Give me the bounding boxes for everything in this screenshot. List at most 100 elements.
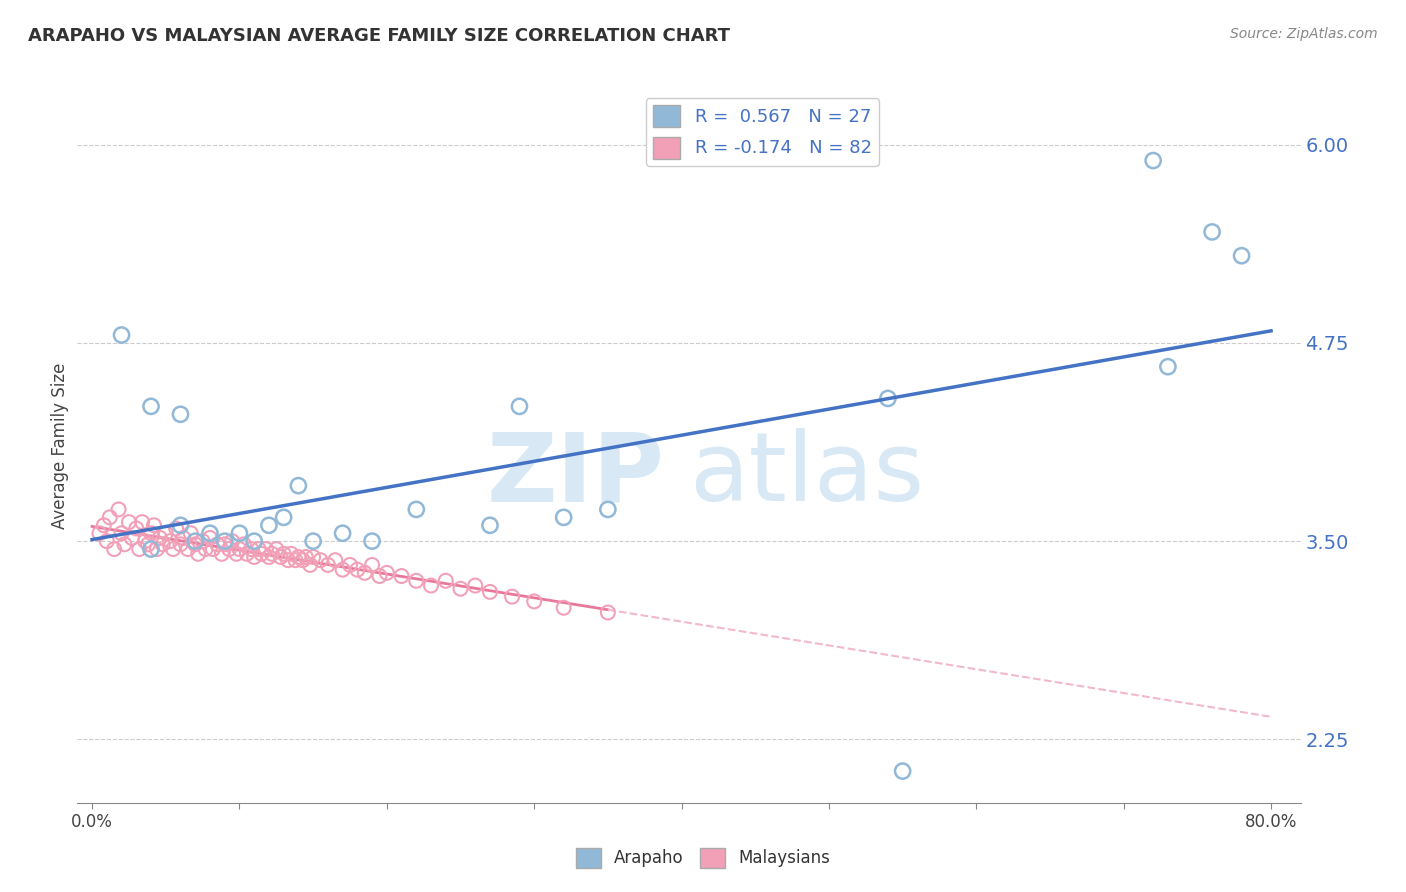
Point	[159, 534, 181, 549]
Text: atlas: atlas	[689, 428, 924, 521]
Point	[232, 537, 254, 551]
Point	[172, 531, 194, 545]
Point	[180, 526, 202, 541]
Point	[194, 542, 217, 557]
Point	[353, 566, 375, 580]
Point	[214, 537, 236, 551]
Point	[110, 526, 132, 541]
Point	[225, 547, 247, 561]
Point	[146, 542, 169, 557]
Point	[405, 574, 427, 588]
Point	[131, 515, 153, 529]
Point	[257, 549, 280, 564]
Point	[149, 531, 172, 545]
Point	[257, 518, 280, 533]
Point	[368, 569, 391, 583]
Point	[152, 537, 174, 551]
Point	[207, 537, 229, 551]
Point	[891, 764, 914, 778]
Point	[596, 606, 619, 620]
Text: ARAPAHO VS MALAYSIAN AVERAGE FAMILY SIZE CORRELATION CHART: ARAPAHO VS MALAYSIAN AVERAGE FAMILY SIZE…	[28, 27, 730, 45]
Point	[98, 510, 121, 524]
Point	[187, 547, 209, 561]
Y-axis label: Average Family Size: Average Family Size	[51, 363, 69, 529]
Point	[553, 510, 575, 524]
Point	[1201, 225, 1223, 239]
Point	[250, 547, 273, 561]
Point	[162, 542, 184, 557]
Point	[143, 518, 166, 533]
Point	[1230, 249, 1253, 263]
Point	[110, 328, 132, 343]
Point	[93, 518, 115, 533]
Point	[287, 549, 309, 564]
Point	[280, 547, 302, 561]
Point	[96, 534, 118, 549]
Point	[287, 478, 309, 492]
Point	[254, 542, 277, 557]
Point	[346, 563, 368, 577]
Point	[169, 537, 191, 551]
Point	[284, 553, 307, 567]
Point	[103, 542, 125, 557]
Point	[243, 534, 266, 549]
Point	[508, 400, 530, 414]
Point	[302, 549, 325, 564]
Point	[184, 537, 207, 551]
Point	[169, 407, 191, 421]
Point	[405, 502, 427, 516]
Point	[134, 534, 156, 549]
Text: ZIP: ZIP	[486, 428, 665, 521]
Point	[228, 542, 250, 557]
Point	[266, 542, 288, 557]
Point	[273, 547, 295, 561]
Point	[128, 542, 150, 557]
Point	[420, 578, 443, 592]
Point	[201, 542, 224, 557]
Point	[155, 526, 177, 541]
Point	[434, 574, 457, 588]
Point	[1157, 359, 1180, 374]
Point	[332, 526, 354, 541]
Point	[323, 553, 346, 567]
Point	[218, 542, 240, 557]
Point	[107, 502, 129, 516]
Point	[501, 590, 523, 604]
Point	[136, 537, 159, 551]
Point	[228, 526, 250, 541]
Point	[198, 531, 221, 545]
Point	[184, 534, 207, 549]
Legend: Arapaho, Malaysians: Arapaho, Malaysians	[569, 841, 837, 875]
Point	[464, 578, 486, 592]
Point	[361, 558, 384, 572]
Point	[191, 534, 214, 549]
Point	[294, 549, 316, 564]
Point	[114, 537, 136, 551]
Text: Source: ZipAtlas.com: Source: ZipAtlas.com	[1230, 27, 1378, 41]
Point	[118, 515, 141, 529]
Point	[165, 521, 187, 535]
Point	[450, 582, 472, 596]
Point	[247, 542, 270, 557]
Point	[177, 542, 200, 557]
Point	[316, 558, 339, 572]
Point	[221, 534, 243, 549]
Point	[214, 534, 236, 549]
Point	[125, 521, 148, 535]
Point	[299, 558, 322, 572]
Point	[270, 549, 292, 564]
Point	[139, 526, 162, 541]
Point	[302, 534, 325, 549]
Point	[236, 547, 259, 561]
Point	[339, 558, 361, 572]
Point	[553, 600, 575, 615]
Legend: R =  0.567   N = 27, R = -0.174   N = 82: R = 0.567 N = 27, R = -0.174 N = 82	[645, 98, 879, 166]
Point	[211, 547, 233, 561]
Point	[478, 518, 501, 533]
Point	[523, 594, 546, 608]
Point	[478, 585, 501, 599]
Point	[375, 566, 398, 580]
Point	[240, 542, 263, 557]
Point	[361, 534, 384, 549]
Point	[877, 392, 900, 406]
